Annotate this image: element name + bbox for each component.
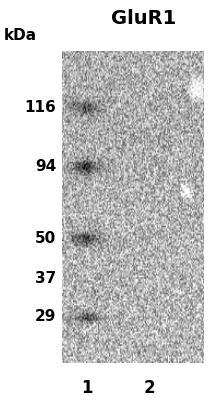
Text: 116: 116 bbox=[24, 100, 56, 115]
Text: kDa: kDa bbox=[4, 28, 37, 43]
Text: GluR1: GluR1 bbox=[111, 9, 176, 28]
Text: 2: 2 bbox=[144, 378, 156, 396]
Text: 37: 37 bbox=[35, 271, 56, 286]
Text: 94: 94 bbox=[35, 159, 56, 174]
Text: 50: 50 bbox=[35, 231, 56, 246]
Text: 1: 1 bbox=[82, 378, 93, 396]
Text: 29: 29 bbox=[35, 308, 56, 324]
